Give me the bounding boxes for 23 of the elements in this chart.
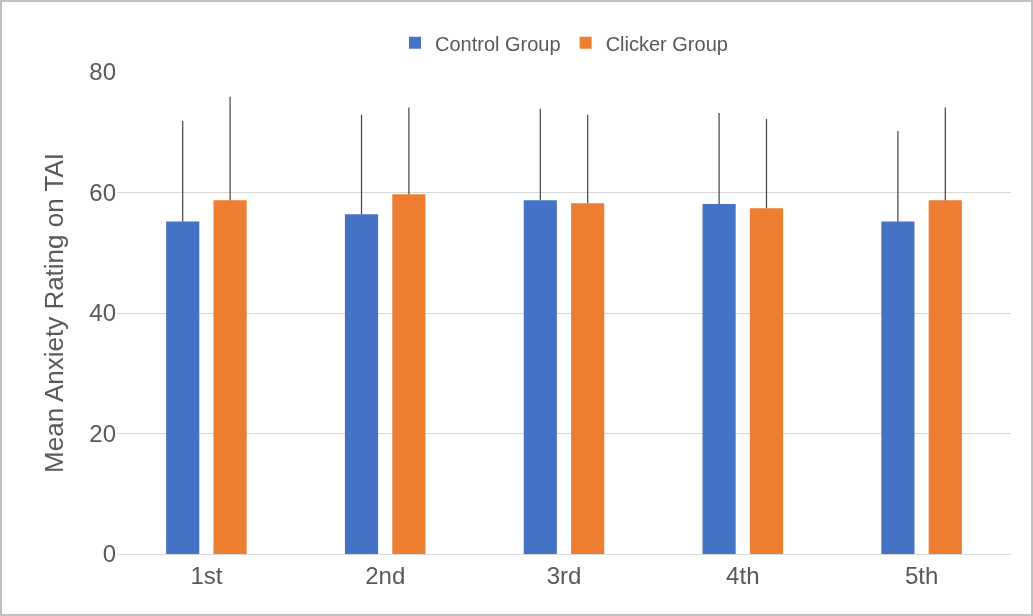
bar [881, 221, 915, 554]
x-tick-label: 2nd [365, 561, 406, 589]
bar [213, 200, 247, 554]
bar [392, 194, 426, 554]
bar [702, 203, 736, 554]
bar [749, 208, 784, 554]
x-tick-label: 3rd [546, 561, 582, 589]
bar [344, 214, 379, 554]
x-tick-label: 5th [904, 561, 939, 589]
bar [523, 200, 557, 554]
y-tick-label: 40 [89, 299, 116, 327]
y-tick-label: 80 [89, 58, 116, 86]
legend-label: Clicker Group [605, 32, 728, 55]
x-tick-label: 4th [726, 561, 760, 589]
bar [928, 200, 962, 554]
legend-label: Control Group [435, 32, 561, 55]
y-axis-title: Mean Anxiety Rating on TAI [38, 153, 69, 473]
y-tick-label: 0 [102, 540, 116, 568]
x-tick-label: 1st [190, 561, 223, 589]
y-tick-label: 20 [89, 419, 116, 447]
bar [571, 203, 605, 554]
y-tick-label: 60 [89, 178, 116, 206]
bar [166, 221, 200, 554]
